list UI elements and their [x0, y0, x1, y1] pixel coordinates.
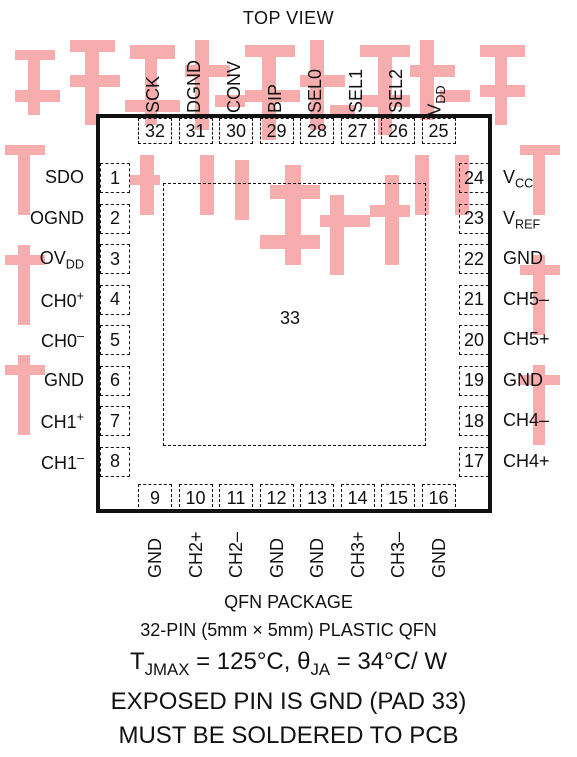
- pin-7-box: 7: [100, 406, 130, 436]
- pin-2-label: OGND: [30, 207, 84, 228]
- pin-6-box: 6: [100, 365, 130, 396]
- pin-31-label: DGND: [183, 60, 204, 113]
- pin-27-label: SEL1: [345, 68, 366, 113]
- pin-17-label: CH4+: [503, 450, 550, 471]
- pin-2-box: 2: [100, 203, 130, 234]
- chip-outline: [96, 114, 492, 513]
- pin-5-box: 5: [100, 325, 130, 355]
- pin-4-box: 4: [100, 284, 130, 315]
- pin-7-label: CH1+: [40, 410, 84, 432]
- pin-22-label: GND: [503, 248, 543, 268]
- pin-25-label: VDD: [423, 85, 448, 116]
- pin-24-box: 24: [459, 163, 489, 193]
- pin-10-label: CH2+: [185, 531, 206, 578]
- pin-22-box: 22: [459, 244, 489, 274]
- pin-21-box: 21: [459, 284, 489, 315]
- pin-23-label: VREF: [503, 207, 541, 232]
- pin-15-label: CH3–: [388, 531, 408, 578]
- pin-14-label: CH3+: [347, 531, 368, 578]
- pin-31-box: 31: [178, 118, 213, 144]
- pin-25-box: 25: [421, 118, 456, 144]
- pin-8-box: 8: [100, 446, 130, 477]
- package-description: 32-PIN (5mm × 5mm) PLASTIC QFN: [140, 620, 437, 640]
- pin-5-label: CH0–: [40, 329, 84, 351]
- pin-12-box: 12: [259, 484, 294, 512]
- pin-18-box: 18: [459, 406, 489, 436]
- pin-19-box: 19: [459, 365, 489, 396]
- diagram-title: TOP VIEW: [242, 8, 335, 28]
- pin-23-box: 23: [459, 203, 489, 234]
- pin-18-label: CH4–: [503, 410, 550, 430]
- pin-32-box: 32: [138, 118, 172, 144]
- pin-11-label: CH2–: [226, 531, 246, 578]
- pin-20-box: 20: [459, 325, 489, 355]
- exposed-pad-note: EXPOSED PIN IS GND (PAD 33): [110, 688, 467, 715]
- pin-28-box: 28: [300, 118, 334, 144]
- pin-14-box: 14: [340, 484, 375, 512]
- pin-29-box: 29: [259, 118, 294, 144]
- pin-19-label: GND: [503, 369, 543, 390]
- pin-1-box: 1: [100, 163, 130, 193]
- pin-8-label: CH1–: [40, 450, 84, 473]
- pin-26-box: 26: [381, 118, 415, 144]
- pin-28-label: SEL0: [305, 68, 325, 113]
- pin-16-label: GND: [428, 538, 449, 578]
- package-name: QFN PACKAGE: [224, 592, 353, 612]
- pin-29-label: BIP: [264, 83, 285, 113]
- pin-32-label: SCK: [143, 75, 163, 113]
- pin-1-label: SDO: [44, 167, 84, 187]
- pin-10-box: 10: [178, 484, 213, 512]
- pin-16-box: 16: [421, 484, 456, 512]
- thermal-spec: TJMAX = 125°C, θJA = 34°C/ W: [129, 648, 447, 679]
- pin-20-label: CH5+: [503, 329, 550, 349]
- pin-9-box: 9: [138, 484, 172, 512]
- solder-note: MUST BE SOLDERED TO PCB: [118, 722, 459, 749]
- pin-17-box: 17: [459, 446, 489, 477]
- pin-26-label: SEL2: [386, 68, 406, 113]
- pin-3-label: OVDD: [39, 248, 84, 272]
- pin-6-label: GND: [44, 369, 84, 390]
- pin-30-label: CONV: [224, 60, 244, 113]
- pin-4-label: CH0+: [40, 288, 84, 311]
- pin-9-label: GND: [145, 538, 165, 578]
- pin-27-box: 27: [340, 118, 375, 144]
- exposed-pad: [163, 183, 426, 446]
- pin-13-box: 13: [300, 484, 334, 512]
- pin-3-box: 3: [100, 244, 130, 274]
- pin-21-label: CH5–: [503, 288, 550, 309]
- pin-30-box: 30: [219, 118, 253, 144]
- pin-11-box: 11: [219, 484, 253, 512]
- pin-15-box: 15: [381, 484, 415, 512]
- exposed-pad-number: 33: [280, 308, 301, 328]
- pin-24-label: VCC: [503, 167, 534, 191]
- pin-13-label: GND: [307, 538, 327, 578]
- pin-12-label: GND: [266, 538, 287, 578]
